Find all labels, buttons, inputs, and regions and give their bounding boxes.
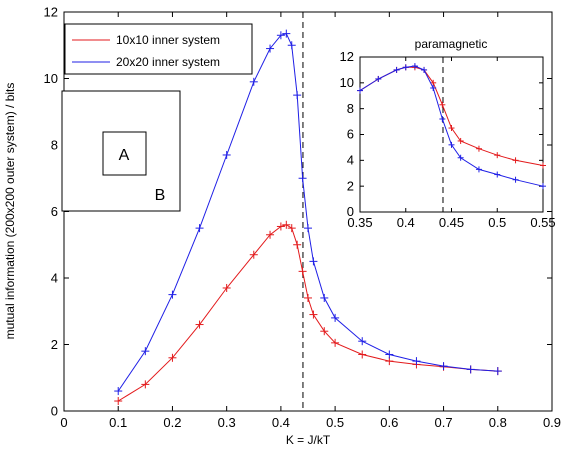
inset-y-tick-label: 2 [347,178,354,193]
y-axis-label: mutual information (200x200 outer system… [3,83,17,340]
main-series-line-1 [117,32,498,392]
main-y-tick-label: 6 [51,204,58,219]
outer-system-label: B [155,187,166,204]
main-x-tick-label: 0 [60,415,67,430]
inset-title: paramagnetic [415,37,488,51]
inset-x-tick-label: 0.45 [439,215,464,230]
main-y-tick-label: 2 [51,337,58,352]
inset-series-group [357,63,546,190]
inset-x-tick-label: 0.35 [347,215,372,230]
main-y-tick-label: 0 [51,404,58,419]
main-y-tick-label: 4 [51,271,58,286]
main-series-group [114,29,502,406]
legend-box [64,23,253,75]
main-x-tick-label: 0.7 [435,415,453,430]
main-y-tick-label: 12 [44,5,58,20]
inset-x-tick-label: 0.55 [530,215,555,230]
inset-axis-ticks: 0.35 0.4 0.45 0.5 0.55 0 2 4 6 8 10 12 [340,49,556,230]
inset-y-tick-label: 8 [347,101,354,116]
legend: 10x10 inner system 20x20 inner system [64,23,253,75]
main-x-tick-label: 0.4 [272,415,290,430]
inset-plot: paramagnetic 0.35 0.4 0.45 0.5 0.55 0 2 4 6 8 10 12 [340,37,556,230]
inset-x-tick-label: 0.5 [488,215,506,230]
main-x-tick-label: 0.5 [326,415,344,430]
main-y-tick-label: 10 [44,71,58,86]
inset-y-tick-label: 6 [347,127,354,142]
system-schematic: A B [61,90,181,212]
inset-y-tick-label: 0 [347,204,354,219]
main-y-tick-label: 8 [51,138,58,153]
x-axis-label: K = J/kT [286,433,331,447]
main-x-tick-label: 0.9 [543,415,561,430]
inset-y-tick-label: 12 [340,49,354,64]
inset-plot-frame [359,56,544,213]
legend-label-10x10: 10x10 inner system [116,33,220,47]
main-x-tick-label: 0.8 [489,415,507,430]
inner-system-label: A [119,147,130,164]
inner-system-box [102,131,147,176]
main-x-tick-label: 0.2 [163,415,181,430]
inset-y-tick-label: 4 [347,153,354,168]
main-axis-ticks: 0 0.1 0.2 0.3 0.4 0.5 0.6 0.7 0.8 0.9 0 2 4 6 8 10 12 [44,5,562,430]
main-x-tick-label: 0.6 [380,415,398,430]
inset-x-tick-label: 0.4 [397,215,415,230]
main-x-tick-label: 0.3 [218,415,236,430]
main-series-line-0 [117,224,498,402]
legend-label-20x20: 20x20 inner system [116,55,220,69]
main-x-tick-label: 0.1 [109,415,127,430]
inset-y-tick-label: 10 [340,75,354,90]
